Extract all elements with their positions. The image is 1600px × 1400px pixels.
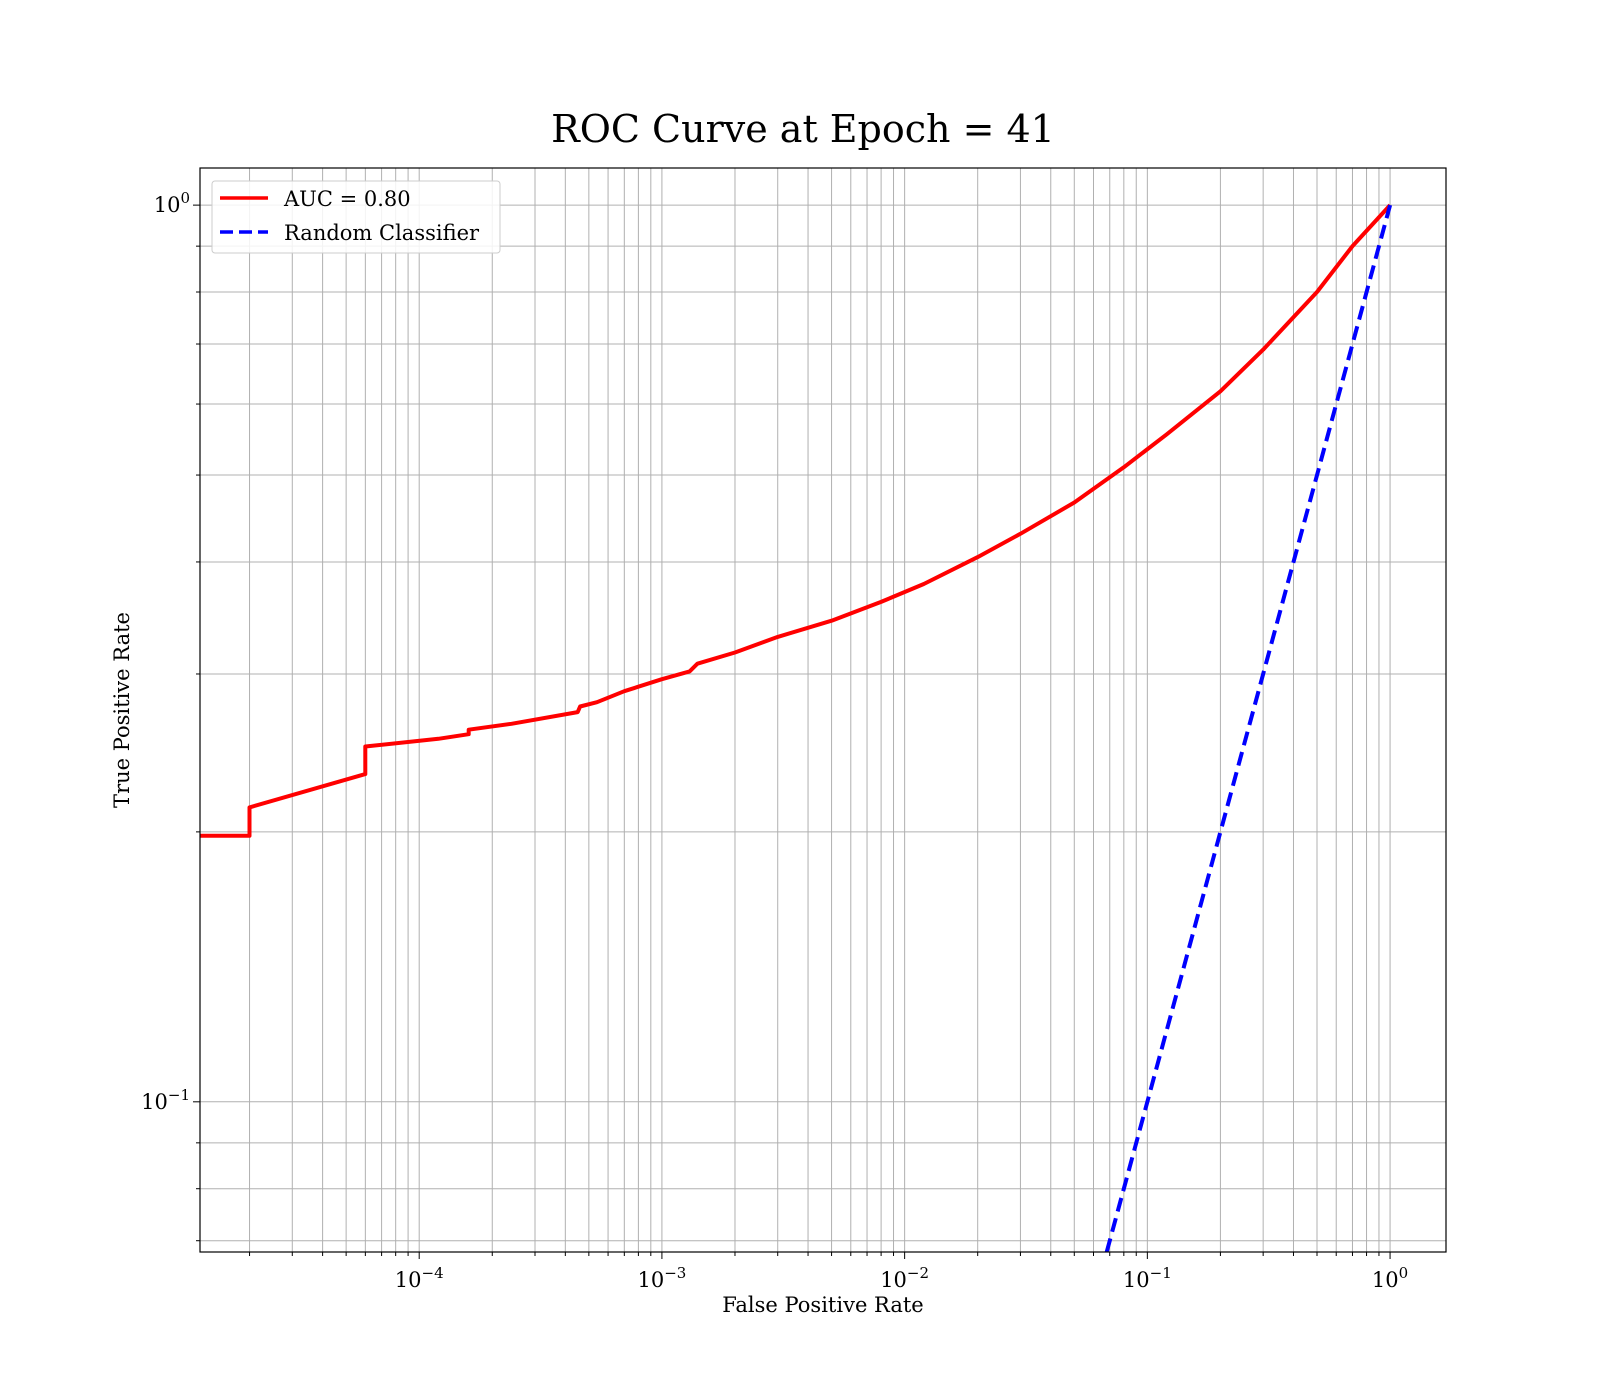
x-axis-label: False Positive Rate <box>722 1293 923 1317</box>
series-lines <box>200 203 1393 1252</box>
legend-box <box>211 180 501 254</box>
x-tick-label: 10−2 <box>880 1264 929 1292</box>
chart-title: ROC Curve at Epoch = 41 <box>551 107 1055 151</box>
random-classifier-line <box>1104 204 1393 1252</box>
legend: AUC = 0.80 Random Classifier <box>211 180 501 254</box>
x-tick-label: 10−3 <box>637 1264 686 1292</box>
y-axis-label: True Positive Rate <box>110 612 134 808</box>
legend-label-auc: AUC = 0.80 <box>283 187 411 211</box>
x-tick-label: 100 <box>1372 1264 1408 1292</box>
axis-ticks: 10−4 10−3 10−2 10−1 100 10−1 100 <box>141 189 1408 1292</box>
legend-label-random: Random Classifier <box>284 221 480 245</box>
plot-frame <box>199 167 1447 1253</box>
grid-lines <box>200 168 1446 1252</box>
y-tick-label: 100 <box>154 189 190 217</box>
x-tick-label: 10−1 <box>1123 1264 1172 1292</box>
y-tick-label: 10−1 <box>141 1086 190 1114</box>
x-tick-label: 10−4 <box>395 1264 444 1292</box>
roc-curve-line <box>200 203 1392 838</box>
